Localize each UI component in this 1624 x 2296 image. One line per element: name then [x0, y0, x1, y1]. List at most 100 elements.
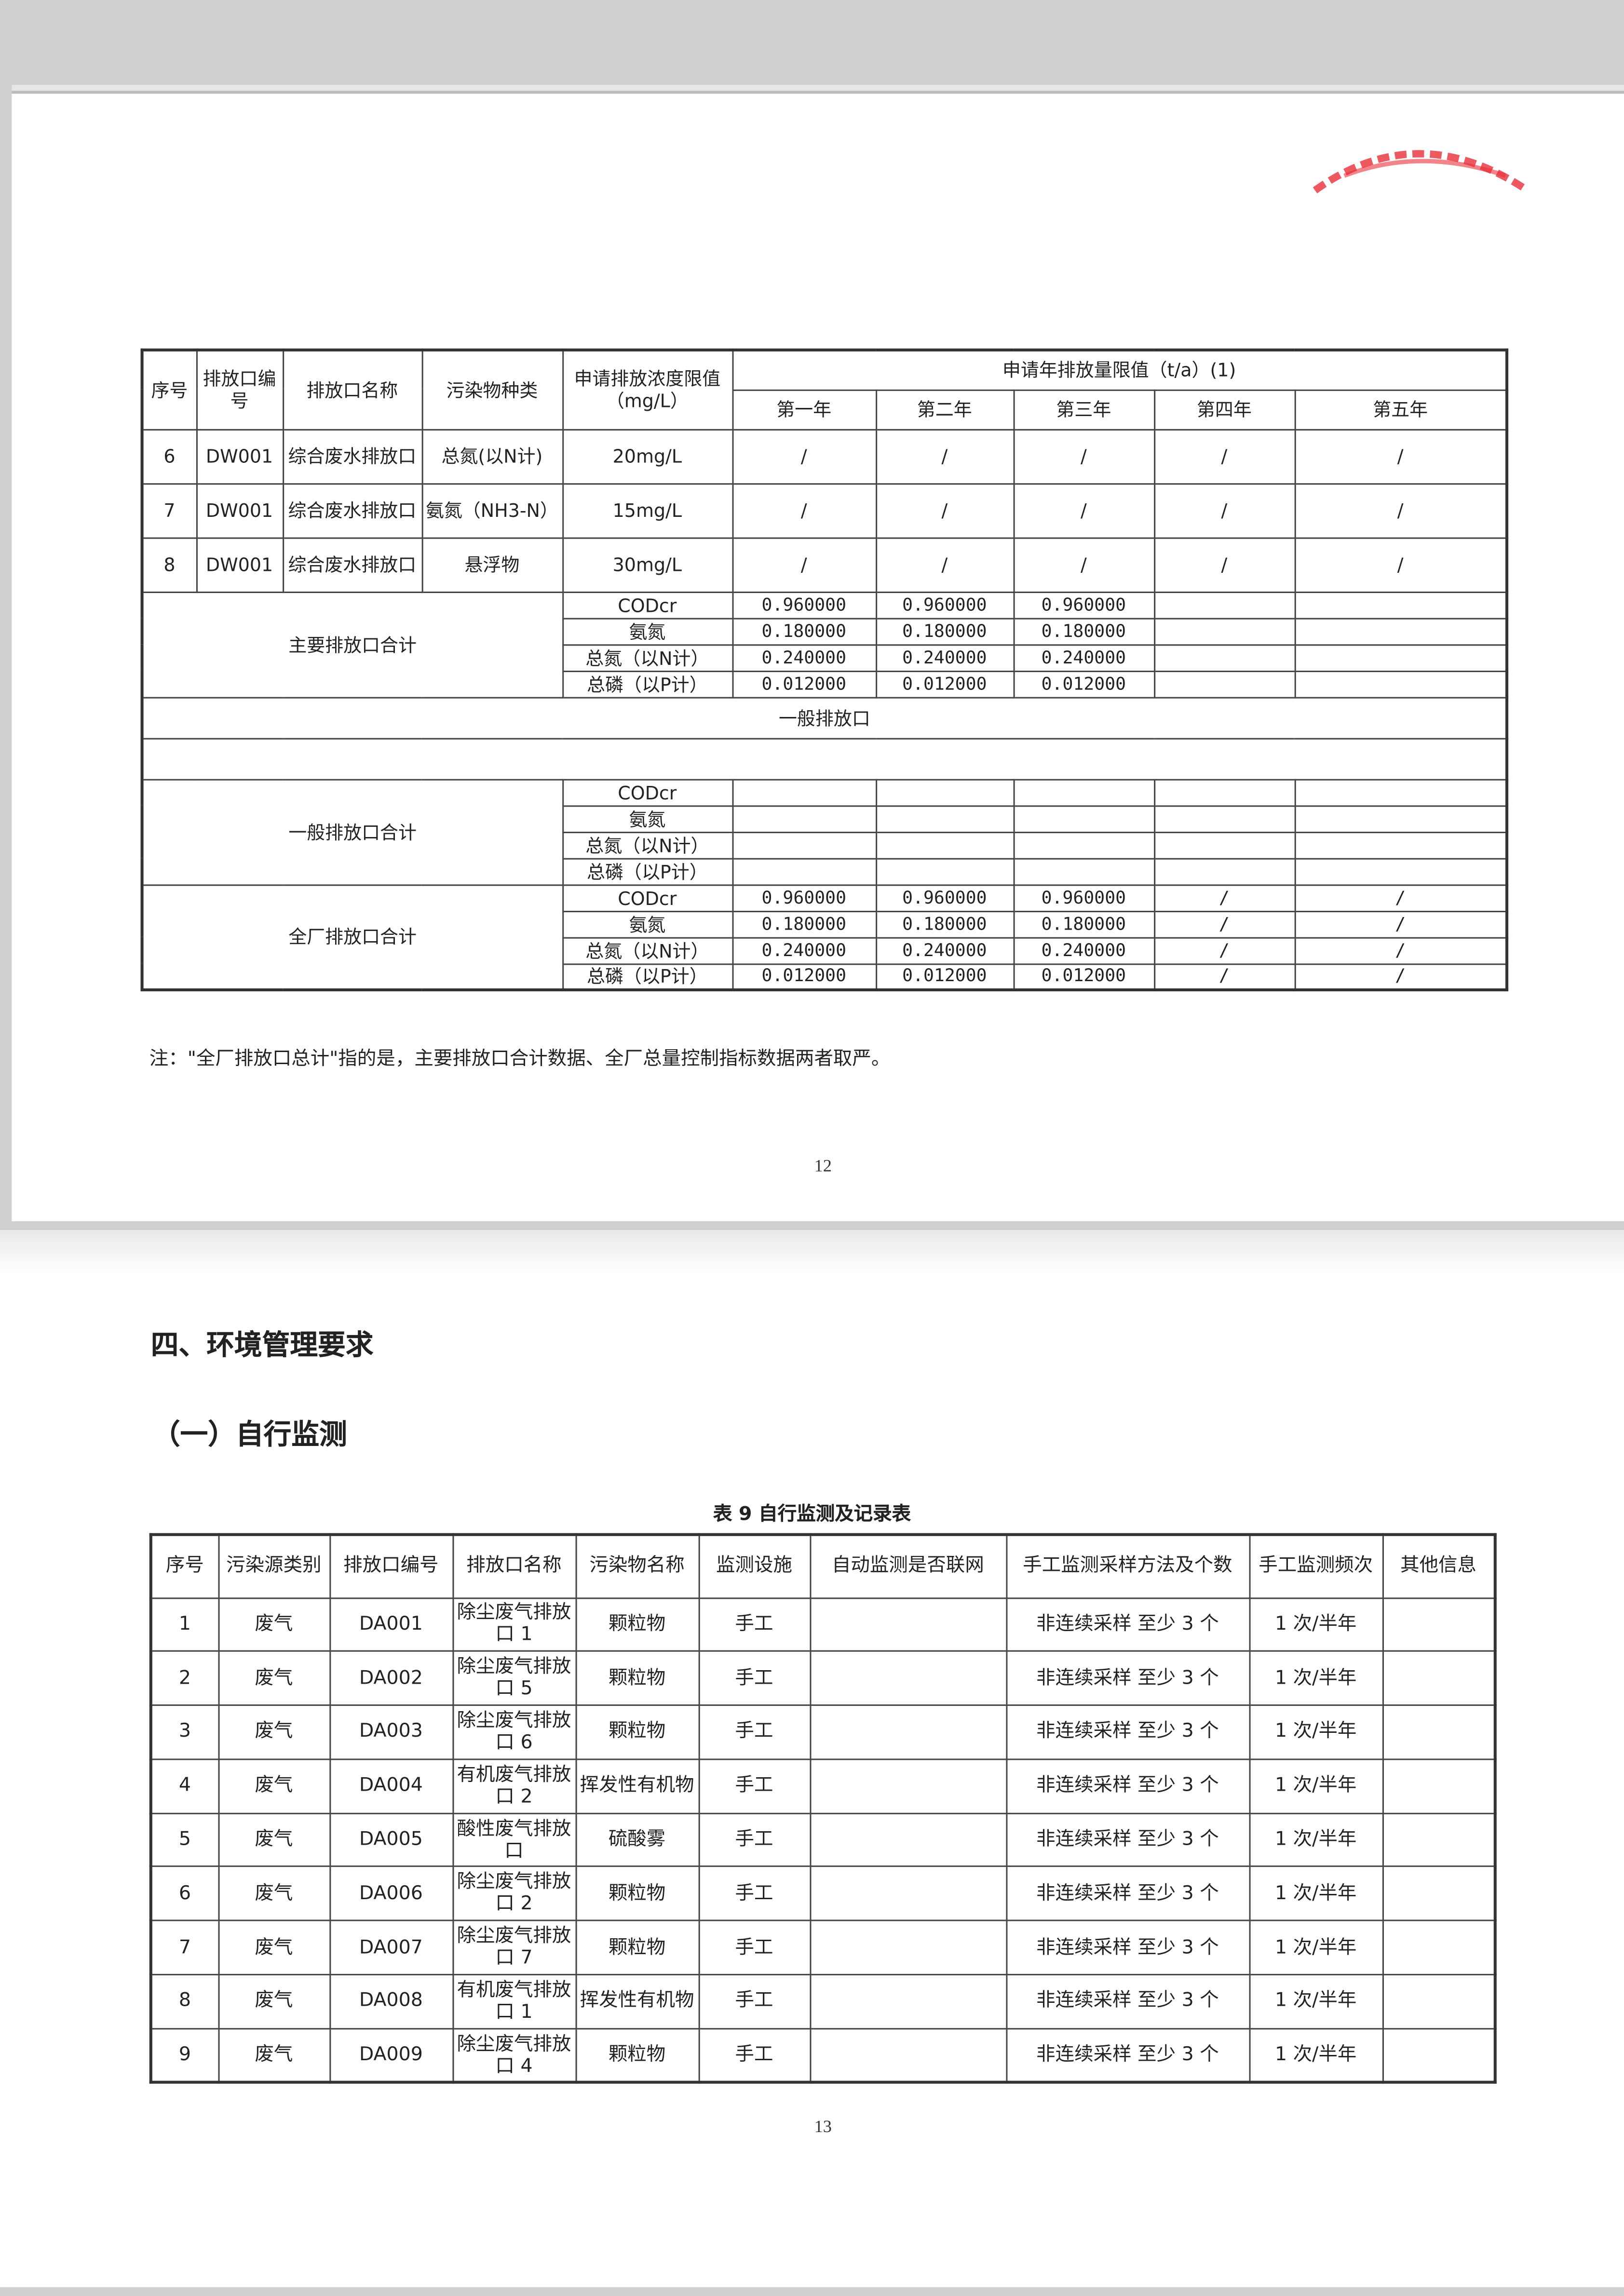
- cell-frequency: 1 次/半年: [1248, 1596, 1383, 1652]
- cell-sampling-method: 非连续采样 至少 3 个: [1005, 1650, 1250, 1706]
- cell-pollutant: 颗粒物: [575, 1650, 700, 1706]
- cell-year-value: /: [1294, 428, 1508, 484]
- header-cell: 监测设施: [698, 1534, 811, 1598]
- cell-outlet-code: DW001: [195, 482, 284, 539]
- cell-year-value: 0.960000: [731, 883, 877, 912]
- cell-year-value: /: [1153, 883, 1296, 912]
- cell-source-type: 废气: [217, 1704, 330, 1760]
- cell-frequency: 1 次/半年: [1248, 1650, 1383, 1706]
- cell-auto-network: [809, 1596, 1007, 1652]
- cell-source-type: 废气: [217, 1650, 330, 1706]
- cell-source-type: 废气: [217, 1974, 330, 2029]
- header-cell: 排放口名称: [451, 1534, 577, 1598]
- cell-other: [1381, 1650, 1496, 1706]
- table-row: 氨氮: [142, 804, 1508, 833]
- page-12: 序号 排放口编号 排放口名称 污染物种类 申请排放浓度限值（mg/L） 申请年排放量限值（…: [12, 94, 1624, 1221]
- cell-auto-network: [809, 1812, 1007, 1868]
- cell-source-type: 废气: [217, 1812, 330, 1868]
- cell-outlet-code: DA003: [328, 1704, 453, 1760]
- cell-year-value: 0.012000: [731, 962, 877, 991]
- cell-sampling-method: 非连续采样 至少 3 个: [1005, 2027, 1250, 2083]
- cell-year-value: /: [1153, 962, 1296, 991]
- cell-outlet-name: 除尘废气排放口 1: [451, 1596, 577, 1652]
- cell-year-value: 0.960000: [1013, 591, 1155, 619]
- cell-facility: 手工: [698, 1596, 811, 1652]
- cell-year-value: [875, 804, 1015, 833]
- cell-year-value: /: [1294, 910, 1508, 938]
- cell-year-value: /: [1294, 883, 1508, 912]
- cell-seq: 3: [150, 1704, 219, 1760]
- cell-auto-network: [809, 1704, 1007, 1760]
- cell-auto-network: [809, 1650, 1007, 1706]
- cell-outlet-name: 除尘废气排放口 2: [451, 1866, 577, 1922]
- table-row: 总磷（以P计） 0.012000 0.012000 0.012000//: [142, 962, 1508, 991]
- cell-seq: 7: [141, 482, 197, 539]
- red-seal-stamp: [1313, 150, 1529, 194]
- cell-year-value: [1294, 857, 1508, 885]
- cell-year-value: 0.240000: [731, 643, 877, 672]
- cell-year-value: [1294, 643, 1508, 672]
- cell-pollutant: 悬浮物: [421, 537, 563, 593]
- cell-other: [1381, 1704, 1496, 1760]
- cell-source-type: 废气: [217, 1920, 330, 1976]
- cell-auto-network: [809, 1866, 1007, 1922]
- cell-year-value: [1153, 591, 1296, 619]
- cell-year-value: [1013, 857, 1155, 885]
- cell-seq: 9: [150, 2027, 219, 2083]
- cell-year-value: [731, 831, 877, 859]
- cell-year-value: [1153, 778, 1296, 806]
- cell-facility: 手工: [698, 1974, 811, 2029]
- cell-year-value: [731, 778, 877, 806]
- table-note: 注："全厂排放口总计"指的是，主要排放口合计数据、全厂总量控制指标数据两者取严。: [149, 1048, 891, 1071]
- cell-outlet-code: DW001: [195, 428, 284, 484]
- cell-pollutant: 挥发性有机物: [575, 1758, 700, 1814]
- cell-frequency: 1 次/半年: [1248, 1812, 1383, 1868]
- cell-frequency: 1 次/半年: [1248, 1866, 1383, 1922]
- cell-outlet-code: DA007: [328, 1920, 453, 1976]
- cell-pollutant: 氨氮: [561, 910, 733, 938]
- table-row: 总氮（以N计）: [142, 831, 1508, 859]
- header-annual-limit: 申请年排放量限值（t/a）(1): [731, 349, 1508, 391]
- cell-conc: 15mg/L: [561, 482, 733, 539]
- cell-year-value: [875, 857, 1015, 885]
- table-row: 全厂排放口合计 CODcr 0.960000 0.960000 0.960000//: [141, 883, 1508, 991]
- cell-year-value: [1013, 831, 1155, 859]
- cell-facility: 手工: [698, 1758, 811, 1814]
- cell-sampling-method: 非连续采样 至少 3 个: [1005, 1920, 1250, 1976]
- cell-year-value: [1153, 617, 1296, 645]
- table-row: 主要排放口合计 CODcr 0.960000 0.960000 0.960000: [141, 591, 1508, 698]
- table-caption: 表 9 自行监测及记录表: [713, 1503, 911, 1526]
- table-row: 总氮（以N计） 0.240000 0.240000 0.240000: [142, 643, 1508, 672]
- cell-outlet-code: DA008: [328, 1974, 453, 2029]
- cell-year-value: 0.960000: [875, 883, 1015, 912]
- subsection-title: （一）自行监测: [152, 1418, 347, 1451]
- cell-pollutant: 总磷（以P计）: [561, 670, 733, 698]
- table-row: 第一年 第二年 第三年 第四年 第五年: [142, 389, 1508, 430]
- cell-conc: 20mg/L: [561, 428, 733, 484]
- cell-year-value: [731, 857, 877, 885]
- cell-year-value: [1153, 831, 1296, 859]
- cell-pollutant: CODcr: [561, 778, 733, 806]
- cell-other: [1381, 1812, 1496, 1868]
- cell-year-value: 0.012000: [1013, 962, 1155, 991]
- cell-year-value: /: [731, 537, 877, 593]
- page-13: 四、环境管理要求 （一）自行监测 表 9 自行监测及记录表 序号 污染源类别 排放口…: [0, 1230, 1624, 2287]
- table-row: 总氮（以N计） 0.240000 0.240000 0.240000//: [142, 936, 1508, 964]
- cell-outlet-name: 有机废气排放口 2: [451, 1758, 577, 1814]
- cell-sampling-method: 非连续采样 至少 3 个: [1005, 1812, 1250, 1868]
- header-outlet-code: 排放口编号: [195, 349, 284, 430]
- cell-year-value: 0.180000: [1013, 617, 1155, 645]
- cell-pollutant: 总氮（以N计）: [561, 831, 733, 859]
- cell-auto-network: [809, 2027, 1007, 2083]
- header-year: 第四年: [1153, 389, 1296, 430]
- cell-frequency: 1 次/半年: [1248, 2027, 1383, 2083]
- cell-facility: 手工: [698, 1650, 811, 1706]
- cell-outlet-code: DA009: [328, 2027, 453, 2083]
- cell-auto-network: [809, 1758, 1007, 1814]
- group-label: 一般排放口合计: [141, 778, 563, 885]
- cell-outlet-name: 除尘废气排放口 4: [451, 2027, 577, 2083]
- header-pollutant: 污染物种类: [421, 349, 563, 430]
